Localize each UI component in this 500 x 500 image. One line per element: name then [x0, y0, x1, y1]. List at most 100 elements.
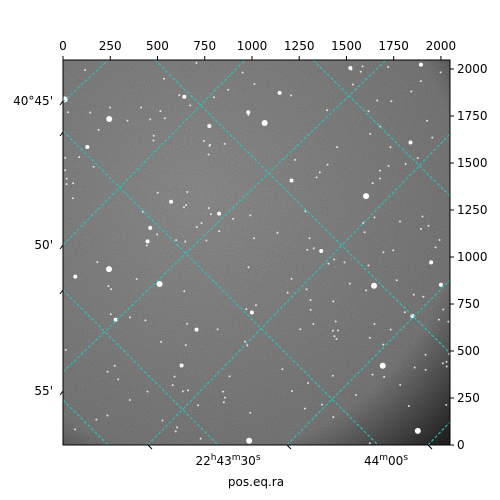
- star: [205, 239, 208, 242]
- pixel-y-axis: 0 250 500 750 1000 1250 1500 1750 2000: [450, 62, 488, 452]
- star: [306, 248, 309, 251]
- star: [361, 65, 364, 68]
- star: [195, 226, 198, 229]
- star: [351, 83, 354, 86]
- pixel-y-tick-label: 500: [457, 344, 480, 358]
- star: [333, 335, 336, 338]
- star: [368, 336, 371, 339]
- star: [294, 158, 297, 161]
- star: [363, 231, 366, 234]
- star: [429, 260, 434, 265]
- star: [382, 251, 385, 254]
- star: [156, 281, 163, 288]
- star: [437, 318, 440, 321]
- star: [249, 411, 252, 414]
- star: [241, 71, 244, 74]
- grid-line: [147, 133, 450, 445]
- star: [207, 207, 210, 210]
- star: [424, 353, 427, 356]
- dec-axis: 40°45' 50' 55': [13, 94, 64, 398]
- star: [427, 224, 430, 227]
- star: [109, 313, 112, 316]
- pixel-y-tick-label: 750: [457, 297, 480, 311]
- star: [195, 62, 198, 65]
- star: [426, 119, 429, 122]
- star: [92, 165, 95, 168]
- star: [96, 261, 99, 264]
- star: [64, 156, 67, 159]
- star: [399, 383, 402, 386]
- star: [189, 104, 192, 107]
- star: [160, 340, 163, 343]
- star: [371, 373, 374, 376]
- pixel-x-tick-label: 1250: [284, 39, 315, 53]
- grid-line: [312, 60, 450, 197]
- star: [343, 261, 346, 264]
- star: [208, 144, 211, 147]
- star: [171, 384, 174, 387]
- star: [319, 248, 324, 253]
- star: [89, 111, 92, 114]
- pixel-y-tick-label: 1250: [457, 203, 488, 217]
- star: [410, 90, 413, 93]
- star: [113, 364, 116, 367]
- star: [418, 62, 423, 67]
- star: [412, 293, 415, 296]
- star: [414, 427, 421, 434]
- star: [107, 285, 110, 288]
- star: [431, 136, 434, 139]
- star: [182, 94, 187, 99]
- star: [149, 118, 152, 121]
- star: [376, 99, 379, 102]
- dec-tick-label: 50': [34, 238, 53, 252]
- sky-image: [63, 60, 450, 445]
- grid-line: [63, 399, 109, 445]
- star: [156, 233, 159, 236]
- star: [373, 322, 376, 325]
- star: [367, 264, 370, 267]
- star: [261, 119, 268, 126]
- star: [333, 258, 336, 261]
- star: [209, 213, 212, 216]
- star: [253, 237, 256, 240]
- star: [362, 221, 365, 224]
- star: [232, 217, 235, 220]
- star: [163, 77, 166, 80]
- grid-line: [286, 279, 450, 445]
- pixel-y-tick-label: 1500: [457, 156, 488, 170]
- star: [73, 274, 78, 279]
- star: [368, 442, 371, 445]
- star: [321, 403, 324, 406]
- star: [365, 289, 368, 292]
- pixel-x-axis: 0 250 500 750 1000 1250 1500 1750 2000: [59, 39, 456, 60]
- star: [378, 169, 381, 172]
- star: [392, 249, 395, 252]
- star: [373, 216, 376, 219]
- star: [348, 282, 351, 285]
- star: [387, 164, 390, 167]
- star: [306, 382, 309, 385]
- dec-tick: [59, 289, 64, 295]
- grid-line: [63, 289, 219, 445]
- star: [326, 163, 329, 166]
- star: [217, 211, 222, 216]
- star: [247, 266, 250, 269]
- star: [65, 177, 68, 180]
- star: [223, 396, 226, 399]
- star: [145, 244, 148, 247]
- star: [144, 319, 147, 322]
- star: [74, 428, 77, 431]
- star: [223, 142, 226, 145]
- star: [276, 231, 279, 234]
- star: [369, 133, 372, 136]
- star: [281, 368, 284, 371]
- star: [389, 146, 392, 149]
- dec-tick: [59, 100, 64, 106]
- star: [199, 437, 202, 440]
- star: [442, 308, 445, 311]
- star: [186, 190, 189, 193]
- coordinate-grid: [63, 60, 450, 445]
- pixel-x-tick-label: 750: [193, 39, 216, 53]
- star: [245, 308, 248, 311]
